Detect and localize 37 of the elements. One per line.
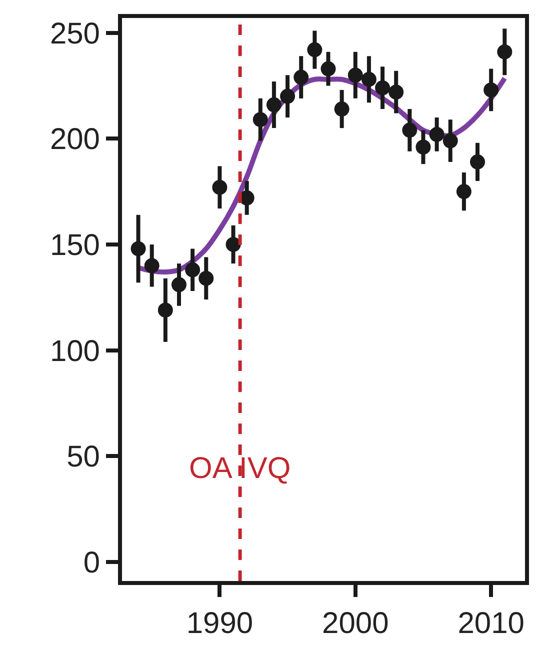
point xyxy=(456,184,472,200)
point xyxy=(320,61,336,76)
point xyxy=(266,97,282,112)
point xyxy=(375,80,390,96)
point xyxy=(402,122,418,138)
point xyxy=(280,88,296,104)
point xyxy=(130,241,146,256)
point xyxy=(144,258,160,274)
point xyxy=(185,262,200,278)
point xyxy=(198,270,214,286)
point xyxy=(484,82,499,98)
point xyxy=(294,70,309,85)
x-tick-label: 2010 xyxy=(458,607,524,640)
point xyxy=(497,44,512,60)
y-tick-label: 50 xyxy=(66,440,100,474)
y-tick-label: 200 xyxy=(50,123,100,156)
point xyxy=(361,72,376,87)
point xyxy=(158,302,173,318)
point xyxy=(226,236,241,252)
y-tick-label: 150 xyxy=(50,228,100,262)
point xyxy=(348,68,363,83)
point xyxy=(212,180,228,195)
y-tick-label: 100 xyxy=(50,334,100,368)
point xyxy=(171,277,186,292)
point xyxy=(252,112,268,128)
point xyxy=(416,140,431,155)
point xyxy=(470,154,486,170)
y-tick-label: 250 xyxy=(50,17,100,50)
y-tick-label: 0 xyxy=(83,546,100,580)
x-tick-label: 1990 xyxy=(186,607,254,640)
point xyxy=(388,84,404,100)
point xyxy=(307,42,322,58)
x-tick-label: 2000 xyxy=(322,607,389,640)
point xyxy=(442,133,458,148)
point xyxy=(334,102,350,117)
ref-line-label: OA IVQ xyxy=(189,452,291,485)
point xyxy=(429,126,444,142)
